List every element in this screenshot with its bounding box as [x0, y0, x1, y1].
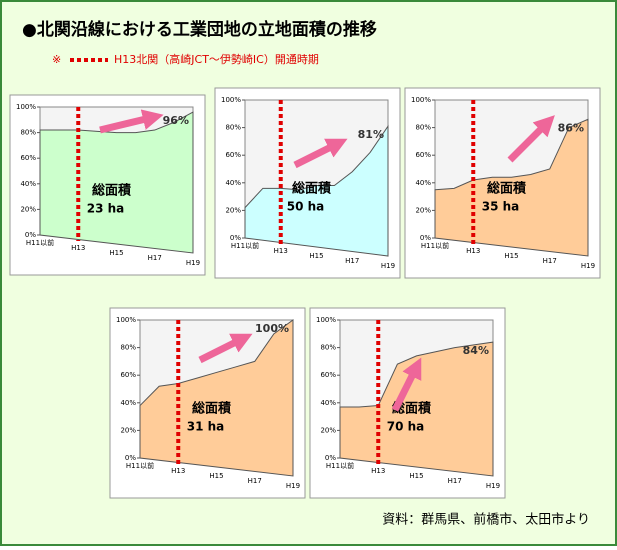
- x-tick-label: H15: [504, 252, 518, 260]
- y-tick-label: 60%: [415, 151, 431, 159]
- trend-arrow: [198, 333, 253, 364]
- trend-arrow: [99, 109, 164, 134]
- area: [139, 319, 294, 477]
- annotation-area: 23 ha: [87, 202, 125, 216]
- annotation-area: 50 ha: [287, 200, 325, 214]
- y-tick-label: 0%: [125, 454, 136, 462]
- x-tick-label: H13: [371, 467, 385, 475]
- y-tick-label: 40%: [120, 399, 136, 407]
- x-tick-label: H11以前: [231, 241, 259, 250]
- x-tick-label: H15: [309, 252, 323, 260]
- y-tick-label: 80%: [320, 344, 336, 352]
- y-tick-label: 20%: [320, 426, 336, 434]
- y-tick-label: 0%: [420, 234, 431, 242]
- x-tick-label: H17: [345, 257, 359, 265]
- y-tick-label: 40%: [225, 179, 241, 187]
- y-tick-label: 60%: [20, 154, 36, 162]
- x-tick-label: H19: [581, 262, 595, 270]
- value-label: 96%: [163, 114, 189, 127]
- x-tick-label: H15: [409, 472, 423, 480]
- value-label: 84%: [463, 344, 489, 357]
- y-tick-label: 40%: [415, 179, 431, 187]
- x-tick-label: H17: [448, 477, 462, 485]
- annotation-area: 70 ha: [387, 420, 425, 434]
- y-tick-label: 100%: [116, 316, 136, 324]
- y-tick-label: 80%: [225, 124, 241, 132]
- x-tick-label: H15: [209, 472, 223, 480]
- x-tick-label: H15: [109, 249, 123, 257]
- x-tick-label: H17: [543, 257, 557, 265]
- note-mark: ※: [52, 53, 61, 66]
- x-tick-label: H13: [171, 467, 185, 475]
- x-tick-label: H19: [381, 262, 395, 270]
- value-label: 81%: [358, 128, 384, 141]
- x-tick-label: H11以前: [26, 238, 54, 247]
- annotation-area: 31 ha: [187, 420, 225, 434]
- y-tick-label: 80%: [415, 124, 431, 132]
- annotation-area: 35 ha: [482, 200, 520, 214]
- area: [39, 111, 194, 254]
- y-tick-label: 80%: [20, 129, 36, 137]
- value-label: 86%: [558, 121, 584, 134]
- y-tick-label: 40%: [20, 180, 36, 188]
- annotation-label: 総面積: [392, 401, 432, 417]
- y-tick-label: 20%: [120, 426, 136, 434]
- title: ●北関沿線における工業団地の立地面積の推移: [22, 19, 377, 40]
- y-tick-label: 60%: [320, 371, 336, 379]
- x-tick-label: H13: [71, 244, 85, 252]
- y-tick-label: 0%: [230, 234, 241, 242]
- y-tick-label: 20%: [225, 206, 241, 214]
- x-tick-label: H11以前: [326, 461, 354, 470]
- note-text: H13北関（高崎JCT～伊勢崎IC）開通時期: [114, 52, 319, 66]
- annotation-label: 総面積: [487, 181, 527, 197]
- x-tick-label: H19: [486, 482, 500, 490]
- x-tick-label: H13: [466, 247, 480, 255]
- trend-arrow: [507, 115, 555, 163]
- y-tick-label: 100%: [316, 316, 336, 324]
- x-tick-label: H19: [286, 482, 300, 490]
- x-tick-label: H17: [248, 477, 262, 485]
- y-tick-label: 0%: [25, 231, 36, 239]
- x-tick-label: H17: [148, 254, 162, 262]
- y-tick-label: 40%: [320, 399, 336, 407]
- source: 資料：群馬県、前橋市、太田市より: [382, 512, 590, 528]
- y-tick-label: 100%: [411, 96, 431, 104]
- y-tick-label: 0%: [325, 454, 336, 462]
- area: [244, 124, 389, 257]
- y-tick-label: 100%: [221, 96, 241, 104]
- x-tick-label: H13: [274, 247, 288, 255]
- y-tick-label: 60%: [225, 151, 241, 159]
- y-tick-label: 80%: [120, 344, 136, 352]
- value-label: 100%: [255, 322, 289, 335]
- annotation-label: 総面積: [292, 181, 332, 197]
- y-tick-label: 60%: [120, 371, 136, 379]
- x-tick-label: H11以前: [126, 461, 154, 470]
- y-tick-label: 20%: [415, 206, 431, 214]
- trend-arrow: [391, 357, 422, 412]
- annotation-label: 総面積: [192, 401, 232, 417]
- x-tick-label: H19: [186, 259, 200, 267]
- x-tick-label: H11以前: [421, 241, 449, 250]
- y-tick-label: 20%: [20, 205, 36, 213]
- trend-arrow: [293, 138, 348, 169]
- annotation-label: 総面積: [92, 183, 132, 199]
- y-tick-label: 100%: [16, 103, 36, 111]
